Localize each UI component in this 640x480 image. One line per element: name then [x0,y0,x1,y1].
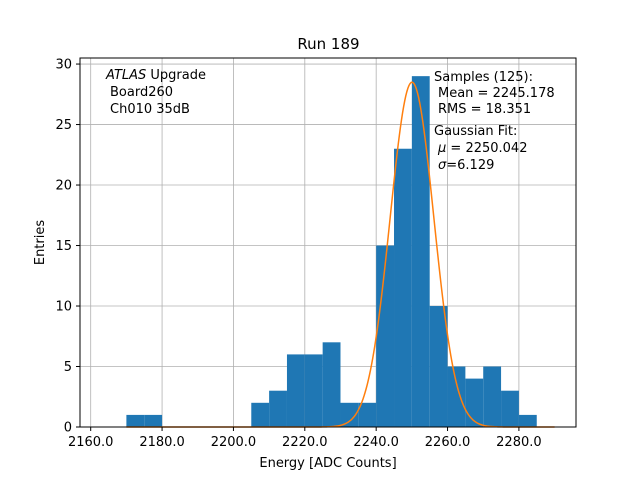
fit-label: Gaussian Fit: [434,124,517,139]
histogram-bar [358,402,377,427]
mu-symbol: μ [437,141,446,156]
ticks-layer: 2160.0 2180.0 2200.0 2220.0 2240.0 2260.0 2280… [55,58,541,450]
bars-layer [126,76,537,428]
board-label: Board260 [110,85,173,100]
histogram-bar [251,402,270,427]
experiment-label: ATLAS Upgrade [105,68,206,83]
histogram-bar [518,414,537,427]
stats-annotation: Samples (125): Mean = 2245.178 RMS = 18.… [434,70,555,173]
histogram-bar [394,148,412,427]
x-tick-label: 2160.0 [68,435,114,450]
mean-label: Mean = 2245.178 [438,86,555,101]
mu-value: = 2250.042 [446,141,527,156]
histogram-bar [483,366,502,427]
plot-frame [79,57,577,428]
y-tick-label: 0 [64,421,72,436]
chart-title: Run 189 [297,35,359,53]
histogram-bar [269,390,287,427]
x-tick-label: 2240.0 [353,435,399,450]
x-tick-label: 2220.0 [282,435,328,450]
experiment-name: ATLAS [105,68,146,83]
y-tick-label: 30 [55,58,72,73]
y-tick-label: 15 [55,239,72,254]
x-tick-label: 2260.0 [425,435,471,450]
histogram-bar [286,354,305,427]
histogram-bar [340,402,359,427]
histogram-bar [126,414,145,427]
histogram-bar [322,342,341,427]
y-axis-label: Entries [33,220,48,266]
samples-label: Samples (125): [434,70,533,85]
histogram-bar [411,76,430,428]
channel-label: Ch010 35dB [110,102,190,117]
sigma-label: σ=6.129 [438,158,494,173]
histogram-bar [465,378,484,427]
x-tick-label: 2280.0 [496,435,542,450]
histogram-bar [144,414,163,427]
y-tick-label: 5 [64,360,72,375]
grid-layer [80,58,576,428]
x-tick-label: 2180.0 [139,435,185,450]
y-tick-label: 25 [55,118,72,133]
histogram-bar [501,390,519,427]
x-tick-label: 2200.0 [211,435,257,450]
y-tick-label: 10 [55,300,72,315]
x-axis-label: Energy [ADC Counts] [259,456,396,471]
histogram-bar [376,245,395,427]
rms-label: RMS = 18.351 [438,102,531,117]
histogram-bar [447,366,466,427]
mu-label: μ = 2250.042 [437,141,527,156]
y-tick-label: 20 [55,179,72,194]
histogram-bar [304,354,323,427]
sigma-symbol: σ [438,158,447,173]
histogram-bar [429,306,448,427]
experiment-suffix: Upgrade [146,68,206,83]
sigma-value: =6.129 [446,158,494,173]
info-annotation: ATLAS Upgrade Board260 Ch010 35dB [105,68,206,117]
